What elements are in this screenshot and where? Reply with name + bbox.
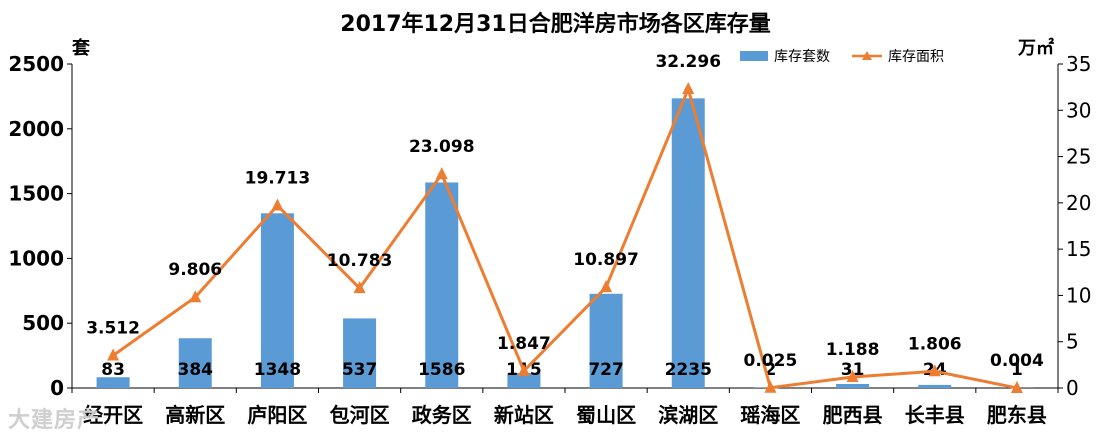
bar-data-label: 1 bbox=[1011, 360, 1023, 380]
x-tick-label: 瑶海区 bbox=[740, 403, 800, 427]
line-marker bbox=[764, 380, 777, 393]
bar bbox=[671, 98, 705, 389]
right-tick-label: 5 bbox=[1066, 330, 1079, 354]
line-data-label: 10.897 bbox=[573, 250, 639, 270]
right-tick-label: 15 bbox=[1066, 237, 1091, 261]
line-marker bbox=[353, 281, 366, 294]
line-series bbox=[112, 84, 1018, 390]
line-marker bbox=[435, 167, 448, 180]
line-data-label: 9.806 bbox=[168, 260, 222, 280]
bar-data-label: 537 bbox=[342, 360, 378, 380]
legend-item-line: 库存面积 bbox=[852, 46, 944, 66]
line-marker bbox=[107, 348, 120, 361]
watermark: 大建房产 bbox=[8, 408, 101, 433]
chart-title: 2017年12月31日合肥洋房市场各区库存量 bbox=[340, 12, 771, 37]
bar bbox=[96, 377, 130, 388]
left-tick-label: 2000 bbox=[8, 117, 64, 141]
x-tick-label: 高新区 bbox=[165, 403, 225, 427]
bar-data-label: 727 bbox=[588, 360, 624, 380]
left-tick-label: 2500 bbox=[8, 52, 64, 76]
bar-data-label: 2 bbox=[764, 360, 776, 380]
left-tick-label: 500 bbox=[22, 311, 64, 335]
x-tick-label: 新站区 bbox=[494, 403, 554, 427]
left-axis-unit: 套 bbox=[72, 38, 90, 59]
bar bbox=[589, 293, 623, 388]
line-marker bbox=[600, 280, 613, 293]
bar bbox=[507, 373, 541, 388]
line-data-label: 0.004 bbox=[990, 351, 1044, 371]
line-marker bbox=[928, 364, 941, 377]
left-tick-label: 0 bbox=[50, 376, 64, 400]
x-tick-label: 肥西县 bbox=[823, 403, 883, 427]
line-marker bbox=[517, 363, 530, 376]
right-tick-label: 25 bbox=[1066, 145, 1091, 169]
line-marker bbox=[189, 290, 202, 303]
right-tick-label: 0 bbox=[1066, 376, 1079, 400]
legend-bar-label: 库存套数 bbox=[774, 49, 830, 65]
left-tick-label: 1000 bbox=[8, 246, 64, 270]
bar-data-label: 384 bbox=[178, 360, 214, 380]
line-data-label: 3.512 bbox=[86, 318, 140, 338]
x-tick-label: 庐阳区 bbox=[247, 403, 307, 427]
bar-data-label: 83 bbox=[101, 360, 125, 380]
x-tick-label: 长丰县 bbox=[905, 403, 965, 427]
line-marker bbox=[846, 370, 859, 383]
line-data-label: 10.783 bbox=[327, 251, 393, 271]
line-data-label: 1.847 bbox=[497, 334, 551, 354]
left-tick-label: 1500 bbox=[8, 182, 64, 206]
legend-line-swatch bbox=[852, 51, 882, 60]
line-data-label: 23.098 bbox=[409, 137, 475, 157]
line-data-label: 32.296 bbox=[655, 52, 721, 72]
bar-data-label: 1348 bbox=[254, 360, 301, 380]
right-tick-label: 35 bbox=[1066, 52, 1091, 76]
line-data-label: 0.025 bbox=[744, 351, 798, 371]
line-marker bbox=[682, 82, 695, 95]
bar bbox=[343, 318, 377, 388]
legend: 库存套数 库存面积 bbox=[740, 46, 960, 66]
bar-data-label: 31 bbox=[841, 360, 865, 380]
bar bbox=[260, 213, 294, 388]
line-marker bbox=[271, 198, 284, 211]
right-tick-label: 10 bbox=[1066, 283, 1091, 307]
right-axis-unit: 万㎡ bbox=[1018, 38, 1054, 59]
x-tick-label: 肥东县 bbox=[987, 403, 1047, 427]
line-data-label: 1.806 bbox=[908, 334, 962, 354]
line-data-label: 19.713 bbox=[245, 169, 311, 189]
x-tick-label: 滨湖区 bbox=[658, 403, 718, 427]
bar bbox=[836, 383, 870, 388]
x-tick-label: 包河区 bbox=[330, 403, 390, 427]
x-tick-label: 政务区 bbox=[412, 403, 472, 427]
right-tick-label: 20 bbox=[1066, 191, 1091, 215]
bar-data-label: 1586 bbox=[418, 360, 465, 380]
right-tick-label: 30 bbox=[1066, 98, 1091, 122]
legend-item-bar: 库存套数 bbox=[740, 46, 830, 66]
legend-line-label: 库存面积 bbox=[888, 49, 944, 65]
x-tick-label: 经开区 bbox=[83, 403, 143, 427]
bar bbox=[425, 182, 459, 388]
x-tick-label: 蜀山区 bbox=[576, 403, 636, 427]
line-data-label: 1.188 bbox=[826, 340, 880, 360]
bar bbox=[178, 338, 212, 388]
bar-data-label: 2235 bbox=[665, 360, 712, 380]
legend-bar-swatch bbox=[740, 51, 768, 61]
line-marker bbox=[1010, 380, 1023, 393]
bar bbox=[918, 384, 952, 388]
